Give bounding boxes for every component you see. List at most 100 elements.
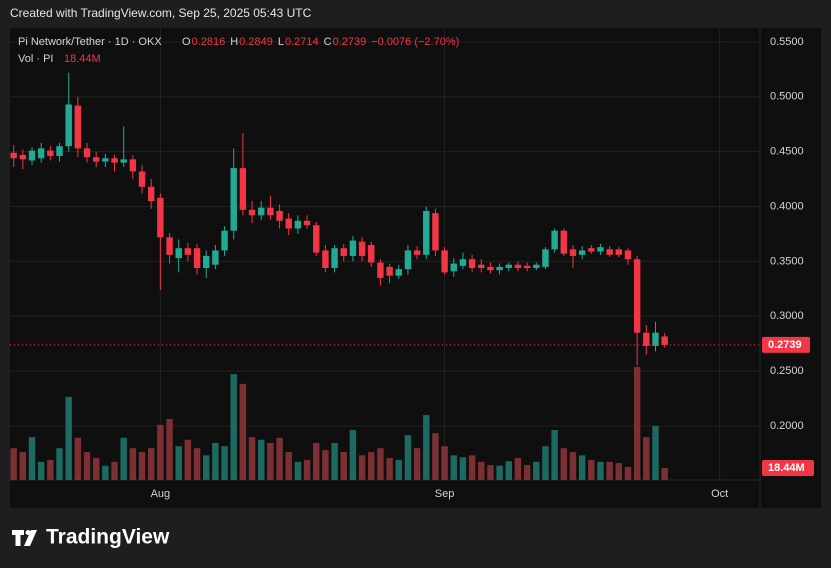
candle-body [193,248,201,268]
x-tick-label: Oct [711,488,728,500]
candle-body [147,186,155,202]
volume-bar [340,452,347,480]
volume-bar [523,465,531,480]
legend-value: 0.2714 [285,36,319,48]
volume-bar [129,448,137,480]
volume-bar [239,383,247,480]
volume-bar [450,455,457,480]
candle-body [450,263,457,272]
volume-bar [303,459,311,480]
volume-bar [395,459,402,480]
volume-bar [56,448,63,480]
volume-bar [487,465,494,480]
x-tick-label: Sep [435,488,455,500]
y-tick-label: 0.4000 [770,200,804,212]
volume-bar [377,448,384,480]
candle-body [468,259,476,268]
volume-bar [138,452,146,480]
candle-body [203,255,210,268]
candle-body [65,104,72,147]
candle-body [313,225,320,253]
volume-bar [92,457,100,480]
volume-bar [578,455,586,480]
chart-pane [10,28,821,508]
candle-body [349,240,357,256]
volume-bar [313,442,320,480]
volume-bar [28,437,36,480]
candle-body [340,248,347,256]
candle-body [303,220,311,226]
candle-body [322,250,329,268]
candle-body [661,336,668,345]
candle-body [239,168,247,210]
candle-body [10,152,17,159]
volume-bar [175,446,182,480]
volume-bar [505,461,512,480]
candle-body [230,168,237,231]
volume-bar [569,452,577,480]
volume-bar [441,446,448,480]
volume-bar [276,437,283,480]
candle-body [184,248,192,255]
candle-body [505,264,512,268]
volume-bar [294,461,302,480]
candle-body [569,249,577,256]
symbol-title: Pi Network/Tether · 1D · OKX [18,36,162,48]
candle-body [478,264,485,268]
candle-body [175,248,182,259]
volume-bar [285,452,292,480]
candle-body [551,230,558,250]
candle-body [523,265,531,268]
volume-bar [358,455,366,480]
volume-title: Vol · PI [18,53,53,65]
volume-bar [212,442,219,480]
candle-body [441,250,448,273]
volume-bar [47,459,54,480]
brand-name: TradingView [46,526,170,549]
candle-body [560,230,567,254]
volume-bar [514,457,522,480]
volume-bar [624,467,632,480]
volume-bar [533,461,540,480]
volume-bar [37,461,45,480]
candle-body [423,210,430,255]
legend-key: L [278,36,284,48]
volume-bar [633,367,641,480]
brand-logo [12,530,37,546]
volume-bar [267,442,274,480]
x-tick-label: Aug [151,488,171,500]
labels: 0.2000 0.2500 0.3000 0.3500 0.4000 0.4500 0.50… [10,36,814,500]
volume-bar [10,448,17,480]
y-tick-label: 0.2500 [770,365,804,377]
volume-bar [588,459,595,480]
ohlc-legend: O 0.2816 H 0.2849 L 0.2714 C 0.2739 −0.0076 (−2.… [182,36,459,48]
candle-body [19,154,27,160]
candle-body [285,218,292,229]
volume-bar [65,396,72,480]
candle-body [111,158,118,163]
candle-body [129,159,137,172]
volume-bar [643,437,650,480]
candle-body [276,210,283,221]
volume-bar [349,429,357,480]
volume-bar [615,463,623,480]
volume-bar [111,461,118,480]
volume-bar [597,461,604,480]
volume-bar [184,439,192,480]
candle-body [102,158,109,162]
candle-body [643,332,650,346]
legend-key: O [182,36,191,48]
candle-body [615,249,623,255]
caption: Created with TradingView.com, Sep 25, 20… [10,6,312,20]
candle-body [358,241,366,256]
volume-bar [83,452,91,480]
legend-value: 0.2739 [333,36,367,48]
candle-body [74,105,82,149]
y-tick-label: 0.3000 [770,310,804,322]
volume-bar [147,448,155,480]
volume-bar [102,465,109,480]
candle-body [157,197,164,238]
candle-body [459,259,467,266]
candle-body [588,248,595,252]
